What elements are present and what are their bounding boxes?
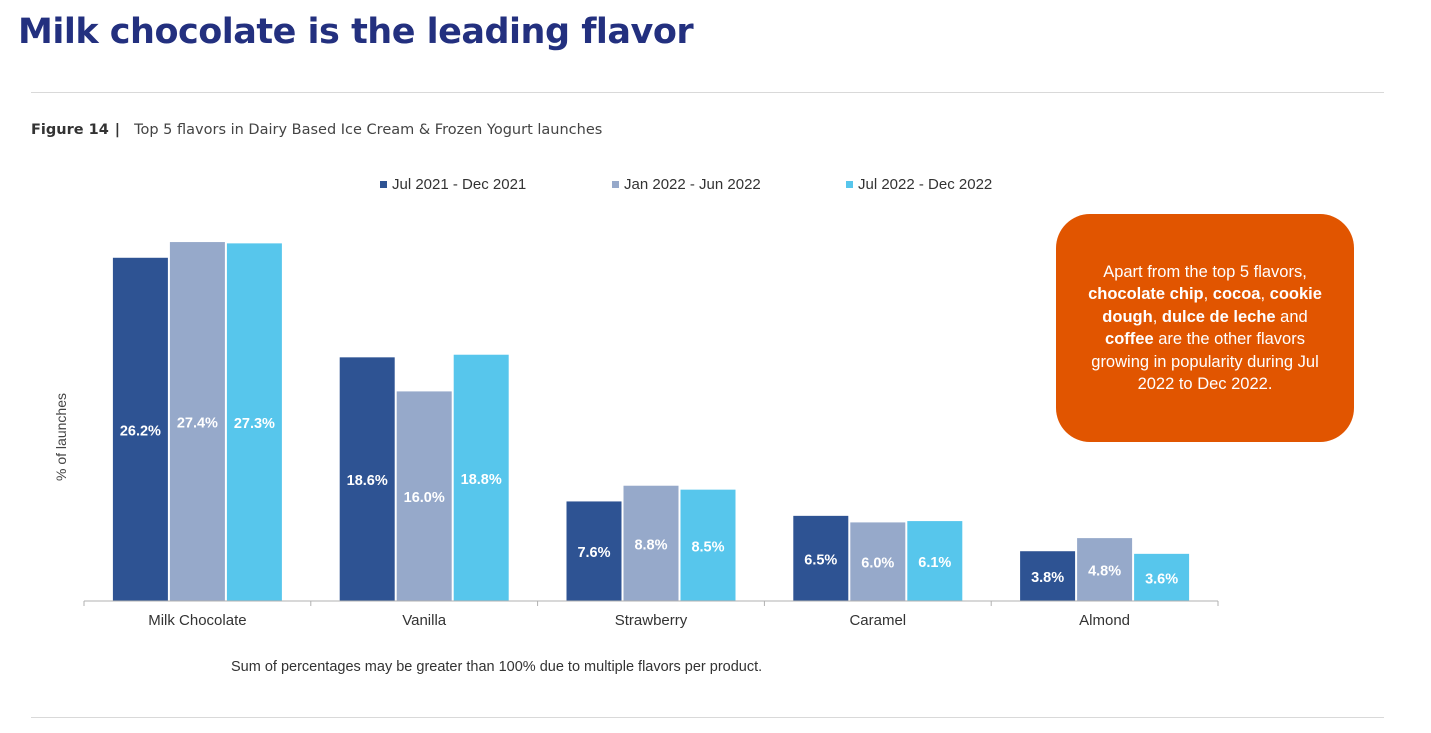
data-label-vanilla-series-2: 16.0% <box>404 490 445 506</box>
bar-milk-chocolate-series-2 <box>169 242 225 601</box>
data-label-milk-chocolate-series-1: 26.2% <box>120 423 161 439</box>
data-label-caramel-series-2: 6.0% <box>861 556 894 572</box>
legend-label-series-2: Jan 2022 - Jun 2022 <box>624 176 761 193</box>
bar-milk-chocolate-series-3 <box>226 243 282 601</box>
callout-bold-text: cocoa <box>1212 285 1261 303</box>
callout-plain-text: , <box>1203 285 1213 303</box>
legend-label-series-3: Jul 2022 - Dec 2022 <box>858 176 993 193</box>
data-label-caramel-series-1: 6.5% <box>804 552 837 568</box>
data-label-vanilla-series-1: 18.6% <box>347 473 388 489</box>
callout-text: Apart from the top 5 flavors, chocolate … <box>1078 261 1332 396</box>
callout-bold-text: dulce de leche <box>1161 307 1276 326</box>
callout-plain-text: Apart from the top 5 flavors, <box>1103 262 1307 281</box>
top-divider <box>31 92 1384 93</box>
legend-label-series-1: Jul 2021 - Dec 2021 <box>392 176 527 193</box>
bars-layer <box>112 242 1190 601</box>
data-label-almond-series-3: 3.6% <box>1145 571 1178 587</box>
callout-box: Apart from the top 5 flavors, chocolate … <box>1056 214 1354 442</box>
figure-caption: Figure 14 | Top 5 flavors in Dairy Based I… <box>31 122 602 138</box>
data-label-milk-chocolate-series-3: 27.3% <box>234 416 275 432</box>
bar-almond-series-2 <box>1077 538 1133 601</box>
bar-vanilla-series-1 <box>339 357 395 601</box>
bar-strawberry-series-1 <box>566 501 622 601</box>
callout-plain-text: , <box>1260 285 1270 303</box>
page-title: Milk chocolate is the leading flavor <box>18 12 694 52</box>
callout-bold-text: coffee <box>1105 330 1154 348</box>
bar-vanilla-series-3 <box>453 354 509 601</box>
bar-almond-series-3 <box>1134 553 1190 601</box>
legend-item-series-3: Jul 2022 - Dec 2022 <box>846 176 992 193</box>
bottom-divider <box>31 717 1384 718</box>
bar-vanilla-series-2 <box>396 391 452 601</box>
callout-plain-text: , <box>1152 307 1162 326</box>
legend-item-series-1: Jul 2021 - Dec 2021 <box>380 176 526 193</box>
data-label-vanilla-series-3: 18.8% <box>461 472 502 488</box>
data-label-milk-chocolate-series-2: 27.4% <box>177 416 218 432</box>
x-tick-label-milk-chocolate: Milk Chocolate <box>148 612 246 629</box>
data-labels: 26.2% 27.4% 27.3% 18.6% 16.0% 18.8% 7.6% 8.8% 8.… <box>120 416 1178 588</box>
figure-separator: | <box>114 122 121 138</box>
legend-swatch-series-2 <box>612 181 619 188</box>
bar-caramel-series-1 <box>793 515 849 601</box>
x-axis: Milk Chocolate Vanilla Strawberry Caramel Al… <box>83 600 1219 629</box>
chart-legend: Jul 2021 - Dec 2021 Jan 2022 - Jun 2022 … <box>0 176 1431 196</box>
bar-strawberry-series-3 <box>680 489 736 601</box>
legend-swatch-series-1 <box>380 181 387 188</box>
data-label-strawberry-series-3: 8.5% <box>691 539 724 555</box>
legend-item-series-2: Jan 2022 - Jun 2022 <box>612 176 761 193</box>
data-label-strawberry-series-1: 7.6% <box>577 545 610 561</box>
bar-strawberry-series-2 <box>623 485 679 601</box>
figure-number: Figure 14 <box>31 122 109 138</box>
y-axis-label: % of launches <box>53 393 69 481</box>
data-label-almond-series-2: 4.8% <box>1088 564 1121 580</box>
callout-plain-text: are the other flavors growing in popular… <box>1091 330 1319 393</box>
legend-swatch-series-3 <box>846 181 853 188</box>
callout-plain-text: and <box>1275 307 1308 326</box>
x-tick-label-almond: Almond <box>1079 612 1130 629</box>
data-label-almond-series-1: 3.8% <box>1031 570 1064 586</box>
data-label-strawberry-series-2: 8.8% <box>634 537 667 553</box>
x-tick-label-vanilla: Vanilla <box>402 612 447 629</box>
bar-caramel-series-2 <box>850 522 906 601</box>
x-tick-label-strawberry: Strawberry <box>615 612 688 629</box>
footnote: Sum of percentages may be greater than 1… <box>231 659 763 675</box>
bar-almond-series-1 <box>1020 551 1076 601</box>
data-label-caramel-series-3: 6.1% <box>918 555 951 571</box>
x-tick-label-caramel: Caramel <box>849 612 906 629</box>
callout-bold-text: cookie dough <box>1102 285 1322 326</box>
bar-caramel-series-3 <box>907 521 963 601</box>
bar-milk-chocolate-series-1 <box>112 257 168 601</box>
callout-bold-text: chocolate chip <box>1088 285 1204 303</box>
figure-caption-text: Top 5 flavors in Dairy Based Ice Cream &… <box>134 122 603 138</box>
